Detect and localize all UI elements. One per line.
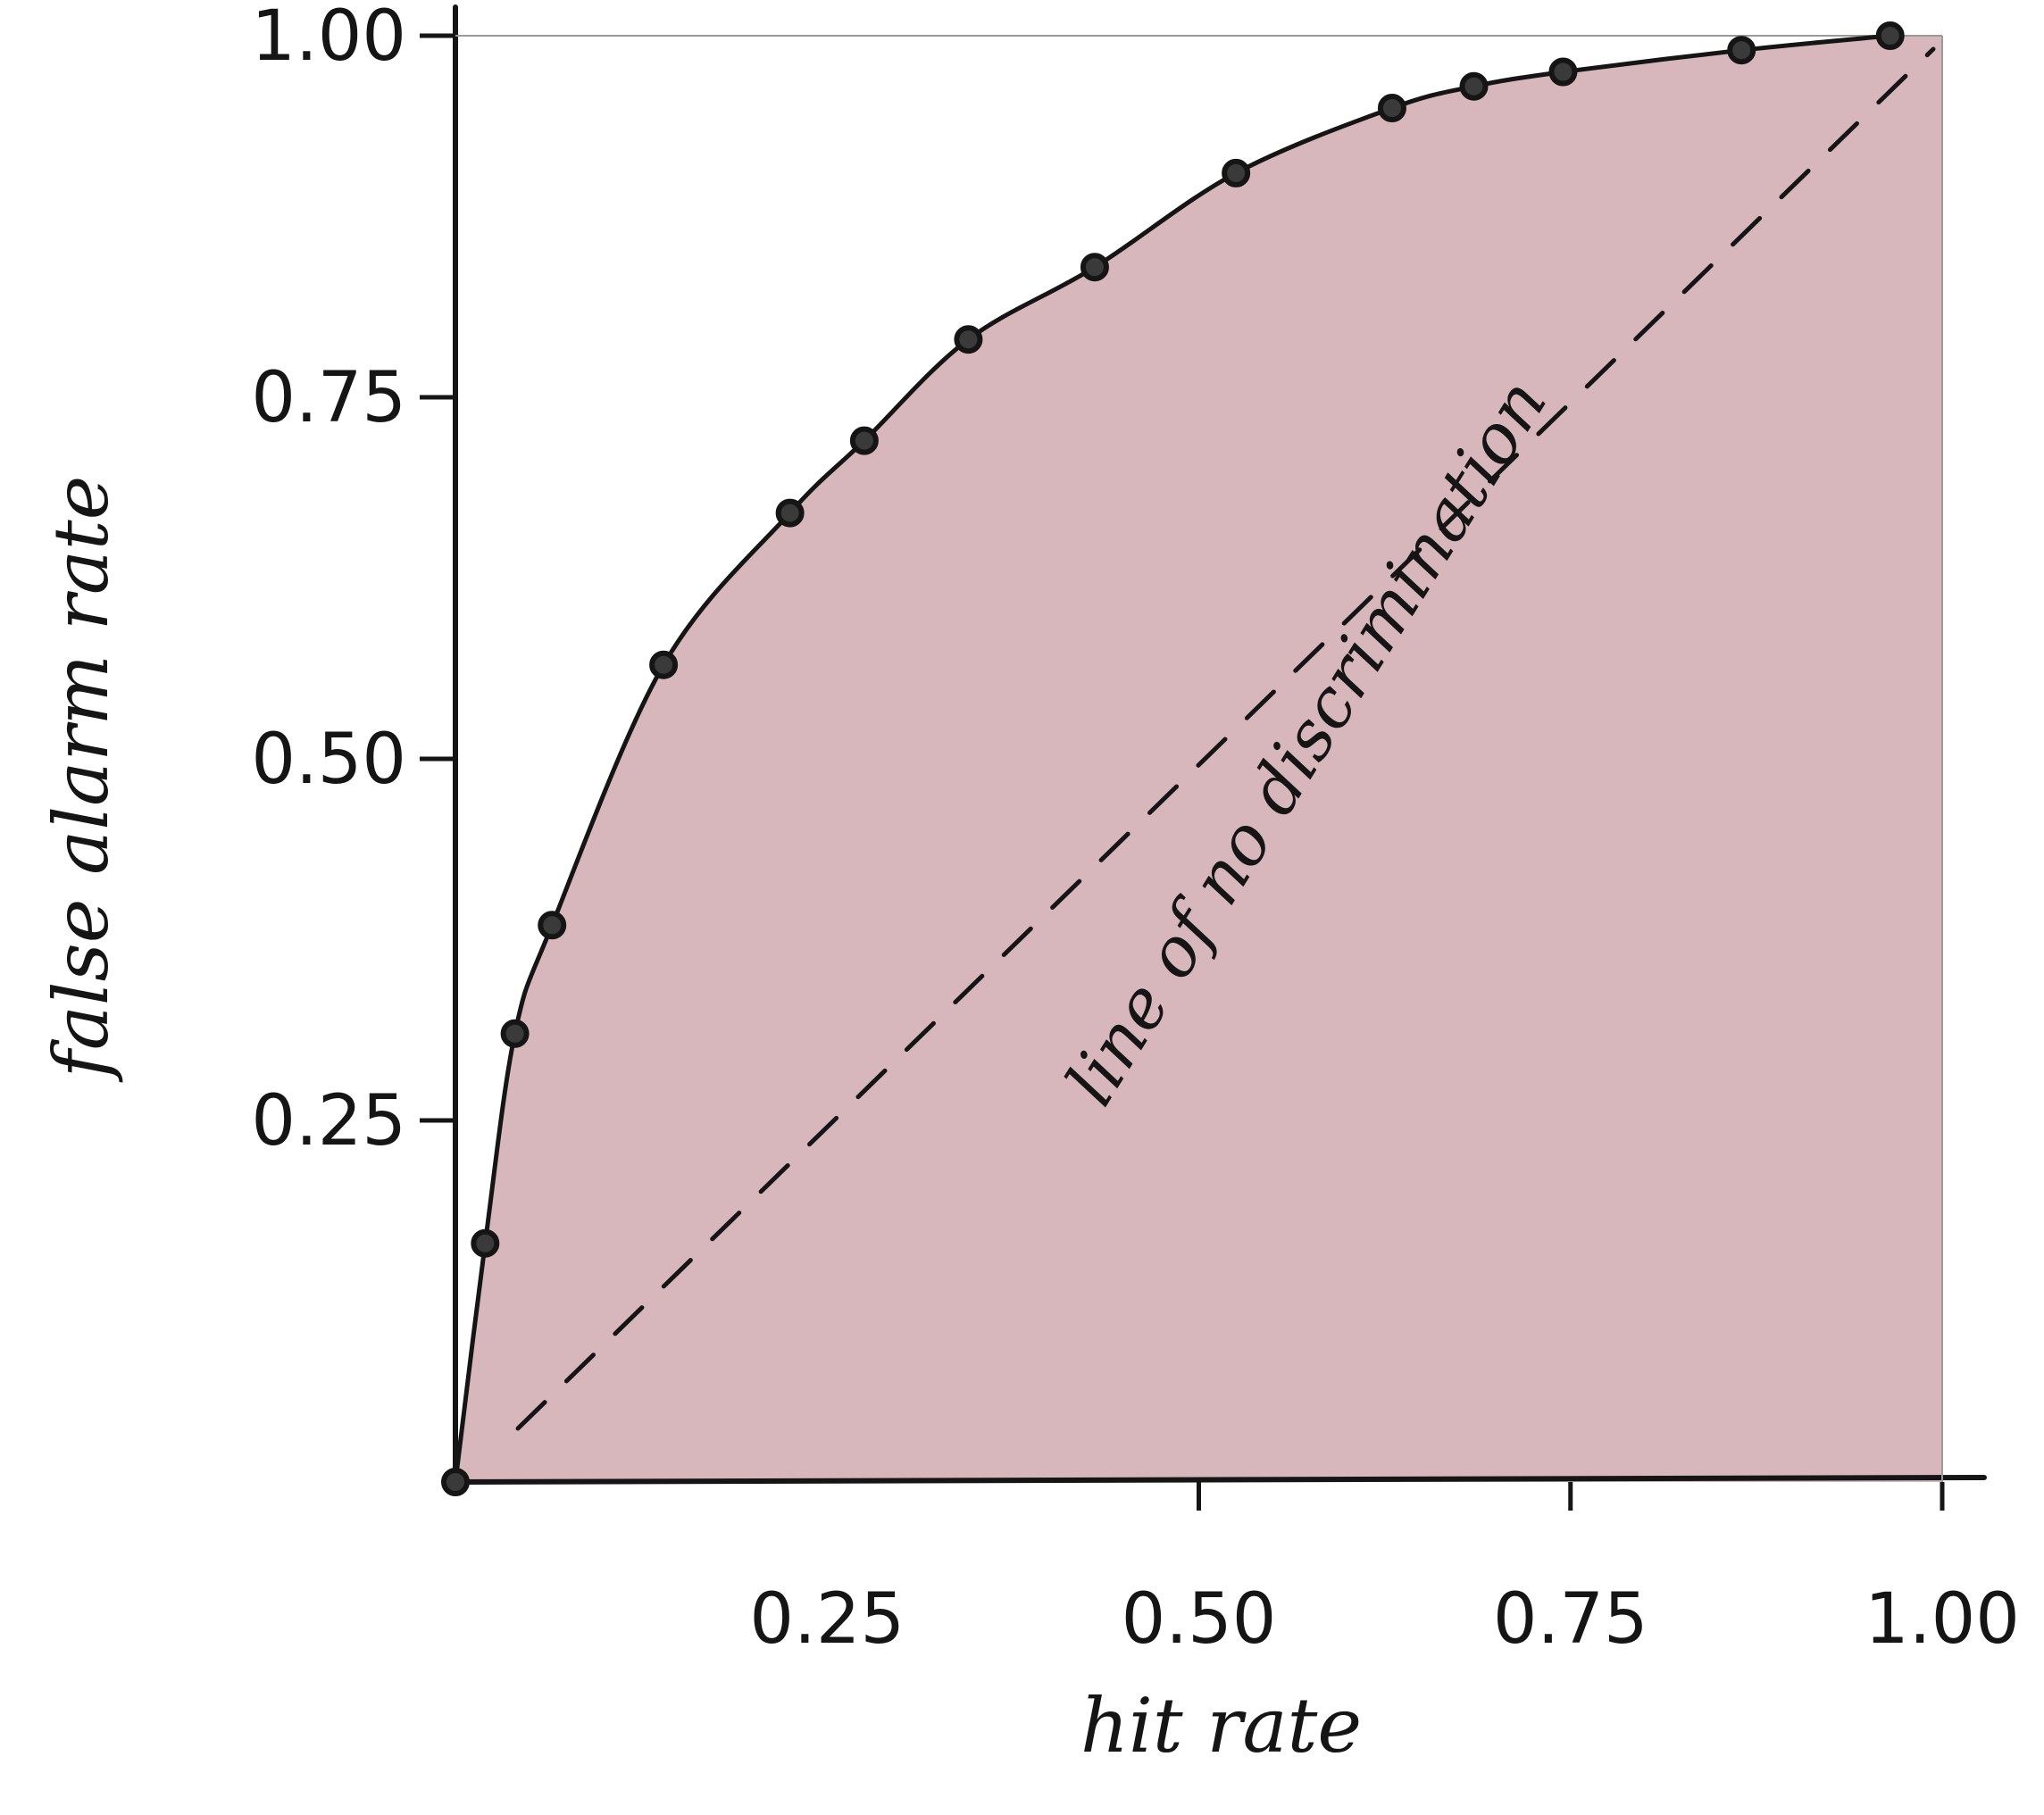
y-tick-label: 0.50	[251, 720, 406, 800]
data-point	[500, 1019, 530, 1048]
data-point	[1548, 57, 1578, 87]
x-tick-label: 0.50	[1122, 1579, 1277, 1660]
data-point	[1459, 71, 1489, 101]
data-point	[849, 426, 879, 455]
x-axis-title: hit rate	[1080, 1682, 1362, 1769]
area-under-curve	[455, 36, 1942, 1482]
x-axis-line	[453, 1475, 1987, 1485]
x-tick-label: 0.25	[749, 1579, 905, 1660]
data-point	[471, 1228, 500, 1258]
data-points	[441, 21, 1905, 1496]
axes: 0.25 0.50 0.75 1.00 0.25 0.50 0.75 1.00	[251, 0, 2020, 1660]
y-axis-title: false alarm rate	[38, 476, 125, 1084]
data-point	[1377, 94, 1406, 122]
reference-line-layer	[515, 46, 1936, 1431]
data-point	[538, 911, 567, 940]
data-point	[649, 650, 679, 679]
data-point	[775, 498, 805, 528]
reference-line	[515, 46, 1936, 1431]
data-point	[441, 1468, 470, 1496]
data-point	[954, 325, 983, 354]
area-fill	[455, 36, 1942, 1482]
y-tick-label: 1.00	[251, 0, 406, 77]
x-tick-label: 1.00	[1865, 1579, 2020, 1660]
data-point	[1080, 253, 1109, 282]
data-point	[1875, 21, 1905, 50]
x-tick-label: 0.75	[1493, 1579, 1648, 1660]
data-point	[1222, 158, 1251, 187]
y-tick-label: 0.75	[251, 358, 406, 438]
y-tick-label: 0.25	[251, 1081, 406, 1161]
data-point	[1727, 36, 1756, 65]
